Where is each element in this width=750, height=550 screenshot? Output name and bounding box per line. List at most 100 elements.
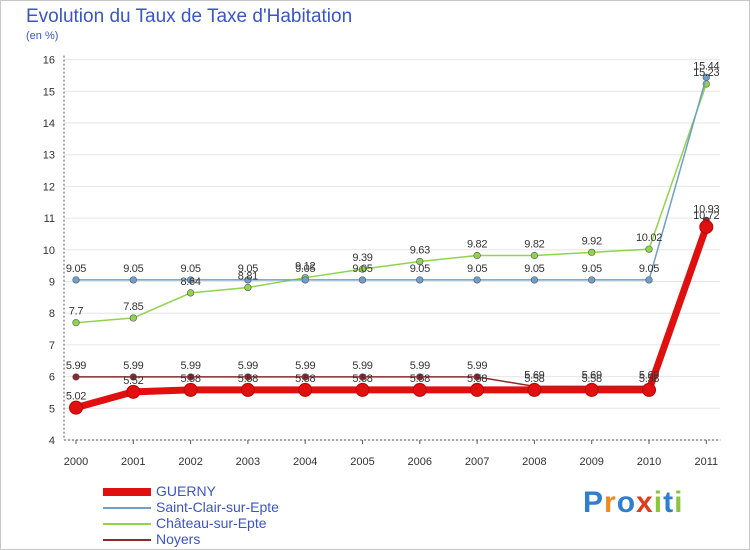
data-point (473, 251, 481, 260)
legend-swatch (103, 539, 151, 541)
data-label: 9.05 (180, 263, 200, 275)
data-label: 5.58 (295, 373, 315, 385)
data-label: 10.93 (693, 203, 719, 215)
data-label: 5.99 (410, 360, 430, 372)
data-point (126, 384, 141, 399)
data-label: 9.05 (639, 263, 659, 275)
data-label: 5.99 (352, 360, 372, 372)
y-tick-label: 11 (44, 213, 55, 225)
data-label: 8.64 (180, 276, 200, 288)
data-label: 5.58 (238, 373, 258, 385)
y-tick-label: 10 (43, 245, 55, 257)
data-label: 9.12 (295, 261, 315, 273)
data-point (473, 276, 481, 284)
data-label: 9.63 (410, 245, 430, 257)
data-label: 15.44 (693, 60, 719, 72)
legend-label: Château-sur-Epte (156, 515, 267, 531)
data-label: 5.52 (123, 375, 143, 387)
data-point (72, 319, 80, 327)
chart-title: Evolution du Taux de Taxe d'Habitation (26, 6, 353, 27)
data-point (412, 382, 427, 397)
data-point (645, 276, 653, 284)
proxiti-logo: Proxiti (583, 486, 683, 520)
data-point (183, 382, 198, 397)
logo-letter: t (663, 486, 675, 519)
series-line (72, 223, 710, 412)
data-point (699, 219, 714, 234)
legend-swatch (103, 523, 151, 525)
data-label: 9.05 (295, 263, 315, 275)
data-point (588, 248, 596, 256)
data-label: 9.05 (524, 263, 544, 275)
data-label: 9.05 (66, 263, 86, 275)
data-point (187, 276, 195, 284)
x-tick-label: 2008 (522, 456, 546, 468)
data-point (588, 276, 596, 284)
data-label: 5.58 (352, 373, 372, 385)
legend-label: Noyers (156, 531, 201, 547)
data-label: 9.82 (524, 239, 544, 251)
data-label: 8.81 (238, 271, 258, 283)
data-label: 9.05 (467, 263, 487, 275)
data-label: 5.58 (410, 373, 430, 385)
data-point (244, 283, 252, 292)
data-label: 9.05 (238, 263, 258, 275)
data-point (358, 276, 367, 284)
data-point (69, 400, 83, 415)
y-tick-label: 9 (49, 277, 55, 289)
data-point (187, 289, 195, 297)
data-point (416, 257, 424, 266)
x-tick-label: 2004 (293, 456, 317, 468)
data-label: 5.58 (467, 373, 487, 385)
x-tick-label: 2009 (579, 456, 603, 468)
x-tick-label: 2002 (178, 456, 202, 468)
legend-label: Saint-Clair-sur-Epte (156, 499, 279, 515)
x-tick-label: 2011 (694, 456, 718, 468)
data-point (470, 382, 485, 397)
chart-subtitle: (en %) (26, 30, 59, 42)
data-label: 9.05 (352, 263, 372, 275)
data-point (72, 276, 80, 284)
y-tick-label: 13 (43, 150, 55, 162)
data-label: 10.02 (636, 232, 662, 244)
line-chart: 4 5 6 7 8 9 10 11 12 13 14 15 16 2000 2001 2002 2003 2004… (43, 55, 721, 468)
data-point (530, 276, 539, 284)
data-point (358, 373, 367, 381)
data-point (416, 276, 424, 284)
legend-label: GUERNY (156, 483, 216, 499)
data-point (240, 382, 255, 397)
y-tick-label: 15 (43, 86, 55, 98)
data-label: 9.39 (352, 252, 372, 264)
data-label: 7.85 (123, 301, 143, 313)
x-tick-label: 2010 (637, 456, 661, 468)
data-point (527, 382, 542, 397)
logo-letter: r (604, 486, 617, 519)
data-point (129, 276, 137, 284)
data-label: 9.05 (123, 263, 143, 275)
data-point (645, 245, 653, 253)
data-label: 5.69 (582, 369, 602, 381)
data-label: 5.58 (180, 373, 200, 385)
data-label: 9.05 (582, 263, 602, 275)
y-tick-label: 12 (43, 181, 55, 193)
data-point (301, 276, 309, 284)
y-tick-label: 5 (49, 403, 55, 415)
data-label: 5.99 (467, 360, 487, 372)
logo-letter: P (583, 486, 605, 519)
data-point (244, 276, 252, 284)
data-point (358, 265, 367, 273)
x-tick-label: 2001 (121, 456, 145, 468)
logo-letter: i (674, 486, 684, 519)
data-point (244, 373, 252, 381)
data-point (355, 382, 370, 397)
data-point (642, 382, 656, 397)
x-tick-label: 2000 (64, 456, 88, 468)
y-tick-label: 7 (49, 340, 55, 352)
data-label: 5.58 (524, 373, 544, 385)
data-label: 5.69 (639, 369, 659, 381)
data-point (129, 314, 137, 322)
data-label: 5.58 (639, 373, 659, 385)
data-label: 5.99 (180, 360, 200, 372)
x-tick-label: 2003 (236, 456, 260, 468)
data-point (72, 373, 80, 381)
